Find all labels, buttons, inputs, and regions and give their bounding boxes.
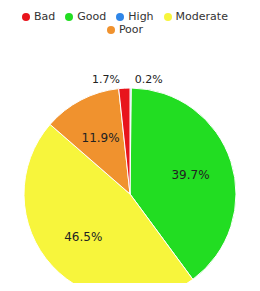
svg-text:39.7%: 39.7% <box>171 168 209 182</box>
svg-text:0.2%: 0.2% <box>135 73 163 86</box>
svg-text:46.5%: 46.5% <box>64 230 102 244</box>
svg-text:1.7%: 1.7% <box>92 73 120 86</box>
html-text:Moderate: Moderate <box>175 10 228 23</box>
html-text:Bad: Bad <box>34 10 56 23</box>
html-text:Good: Good <box>77 10 107 23</box>
svg-text:11.9%: 11.9% <box>82 131 120 145</box>
html-text:Poor: Poor <box>118 23 144 36</box>
html-text:High: High <box>128 10 154 23</box>
